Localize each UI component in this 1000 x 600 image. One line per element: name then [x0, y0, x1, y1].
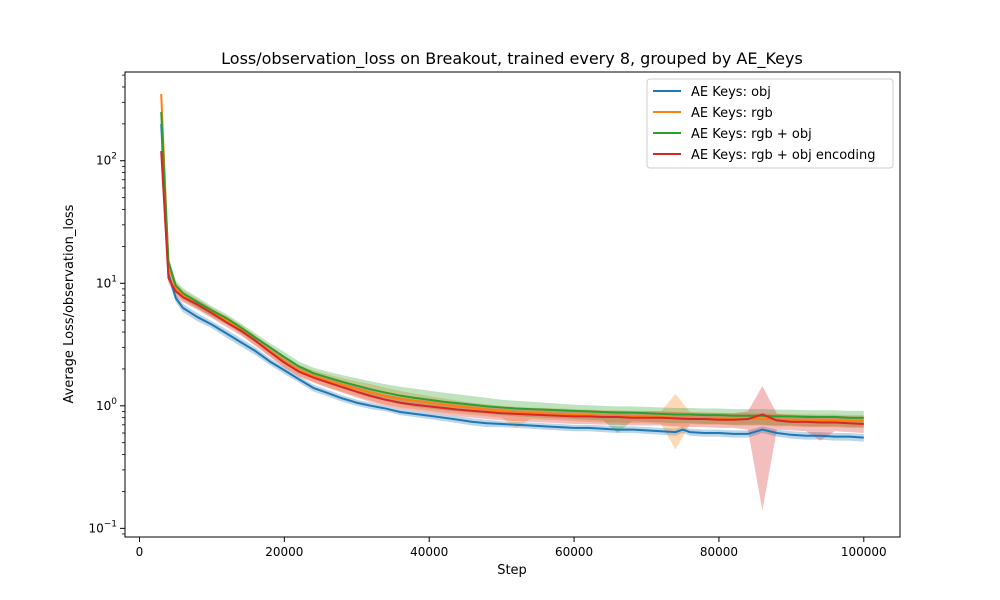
x-tick-label: 60000	[555, 545, 593, 559]
plot-area-frame	[124, 71, 901, 538]
legend-label: AE Keys: rgb + obj	[691, 127, 812, 142]
y-tick-label: 102	[96, 152, 117, 168]
legend: AE Keys: obj AE Keys: rgb AE Keys: rgb + o…	[646, 78, 894, 169]
legend-label: AE Keys: obj	[691, 85, 771, 100]
legend-box	[646, 78, 894, 169]
y-tick-label: 100	[96, 397, 117, 413]
x-tick-label: 0	[136, 545, 144, 559]
chart-title: Loss/observation_loss on Breakout, train…	[221, 49, 803, 69]
y-axis-ticks: 10−1 100 101 102	[88, 74, 125, 535]
y-tick-label: 10−1	[88, 519, 117, 535]
series-line-3	[160, 111, 864, 419]
legend-label: AE Keys: rgb + obj encoding	[691, 148, 876, 163]
x-tick-label: 100000	[841, 545, 887, 559]
legend-label: AE Keys: rgb	[691, 106, 773, 121]
x-tick-label: 80000	[700, 545, 738, 559]
x-axis-ticks: 0 20000 40000 60000 80000 100000	[136, 537, 887, 559]
x-tick-label: 40000	[410, 545, 448, 559]
series-lines	[160, 94, 864, 439]
y-tick-label: 101	[96, 274, 117, 290]
y-axis-label: Average Loss/observation_loss	[62, 204, 77, 403]
series-line-1	[160, 123, 864, 439]
x-axis-label: Step	[497, 563, 527, 578]
x-tick-label: 20000	[265, 545, 303, 559]
series-line-4	[160, 150, 864, 426]
